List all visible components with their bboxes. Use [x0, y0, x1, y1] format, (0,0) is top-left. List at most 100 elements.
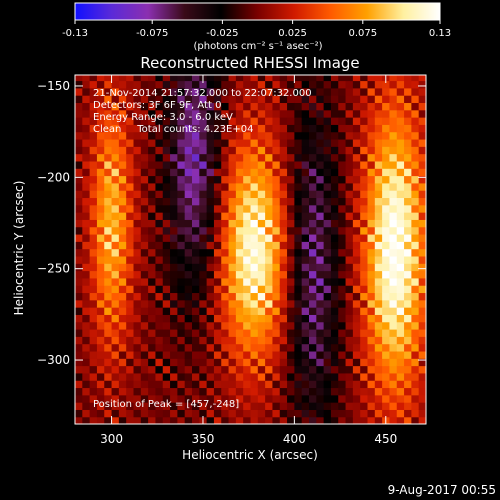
heatmap-cell — [133, 160, 142, 169]
heatmap-cell — [367, 197, 376, 206]
heatmap-cell — [360, 365, 369, 374]
heatmap-cell — [330, 307, 339, 315]
heatmap-cell — [309, 160, 317, 169]
heatmap-cell — [162, 175, 171, 184]
heatmap-cell — [382, 204, 391, 213]
heatmap-cell — [250, 117, 259, 125]
heatmap-cell — [133, 124, 142, 133]
heatmap-cell — [96, 212, 105, 220]
heatmap-cell — [162, 307, 171, 315]
heatmap-cell — [360, 314, 369, 323]
heatmap-cell — [301, 387, 310, 396]
heatmap-cell — [279, 380, 288, 389]
heatmap-cell — [126, 175, 135, 184]
heatmap-cell — [104, 117, 113, 125]
heatmap-cell — [118, 233, 127, 242]
heatmap-cell — [316, 168, 325, 177]
heatmap-cell — [192, 387, 200, 396]
heatmap-cell — [323, 402, 332, 410]
heatmap-cell — [294, 190, 303, 199]
heatmap-cell — [396, 124, 405, 133]
heatmap-cell — [374, 336, 383, 345]
heatmap-cell — [404, 307, 412, 315]
heatmap-cell — [330, 372, 339, 381]
heatmap-cell — [374, 372, 383, 381]
heatmap-cell — [177, 146, 186, 155]
heatmap-cell — [192, 197, 200, 206]
heatmap-cell — [257, 285, 266, 294]
heatmap-cell — [206, 372, 215, 381]
heatmap-cell — [382, 190, 391, 199]
heatmap-cell — [279, 336, 288, 345]
heatmap-cell — [360, 299, 369, 308]
heatmap-cell — [309, 75, 317, 82]
heatmap-cell — [411, 402, 420, 410]
heatmap-cell — [89, 109, 98, 118]
heatmap-cell — [155, 380, 164, 389]
heatmap-cell — [411, 299, 420, 308]
heatmap-cell — [148, 124, 157, 133]
heatmap-cell — [360, 255, 369, 264]
heatmap-cell — [133, 182, 142, 191]
heatmap-cell — [111, 350, 120, 359]
heatmap-cell — [221, 241, 230, 250]
heatmap-cell — [279, 117, 288, 125]
heatmap-cell — [316, 146, 325, 155]
heatmap-cell — [213, 117, 222, 125]
heatmap-cell — [75, 292, 83, 301]
heatmap-cell — [345, 307, 354, 315]
heatmap-cell — [104, 255, 113, 264]
heatmap-cell — [396, 328, 405, 337]
heatmap-cell — [184, 307, 193, 315]
heatmap-cell — [396, 277, 405, 286]
heatmap-cell — [389, 263, 398, 272]
heatmap-cell — [257, 314, 266, 323]
heatmap-cell — [118, 182, 127, 191]
heatmap-cell — [352, 160, 361, 169]
heatmap-cell — [126, 336, 135, 345]
heatmap-cell — [104, 394, 113, 403]
heatmap-cell — [294, 336, 303, 345]
heatmap-cell — [126, 241, 135, 250]
heatmap-cell — [404, 226, 412, 235]
heatmap-cell — [177, 409, 186, 418]
heatmap-cell — [418, 321, 426, 330]
heatmap-cell — [338, 204, 347, 213]
annotation-clean-counts: Clean Total counts: 4.23E+04 — [93, 124, 253, 135]
heatmap-cell — [404, 95, 412, 104]
heatmap-cell — [309, 307, 317, 315]
heatmap-cell — [294, 328, 303, 337]
heatmap-cell — [330, 197, 339, 206]
heatmap-cell — [404, 233, 412, 242]
heatmap-cell — [404, 263, 412, 272]
heatmap-cell — [301, 87, 310, 96]
heatmap-cell — [330, 117, 339, 125]
heatmap-cell — [360, 321, 369, 330]
heatmap-cell — [360, 80, 369, 89]
heatmap-cell — [382, 117, 391, 125]
heatmap-cell — [316, 124, 325, 133]
heatmap-cell — [104, 365, 113, 374]
heatmap-cell — [323, 343, 332, 352]
heatmap-cell — [221, 75, 230, 82]
heatmap-cell — [170, 409, 178, 418]
heatmap-cell — [199, 336, 208, 345]
heatmap-cell — [213, 285, 222, 294]
heatmap-cell — [396, 350, 405, 359]
heatmap-cell — [235, 190, 244, 199]
heatmap-cell — [82, 365, 91, 374]
heatmap-cell — [330, 226, 339, 235]
heatmap-cell — [360, 153, 369, 162]
heatmap-cell — [345, 131, 354, 140]
heatmap-cell — [111, 233, 120, 242]
heatmap-cell — [192, 336, 200, 345]
heatmap-cell — [133, 146, 142, 155]
heatmap-cell — [192, 226, 200, 235]
heatmap-cell — [133, 109, 142, 118]
heatmap-cell — [206, 168, 215, 177]
heatmap-cell — [279, 175, 288, 184]
plot-frame — [74, 74, 427, 425]
heatmap-cell — [360, 248, 369, 257]
heatmap-cell — [82, 204, 91, 213]
heatmap-cell — [382, 233, 391, 242]
